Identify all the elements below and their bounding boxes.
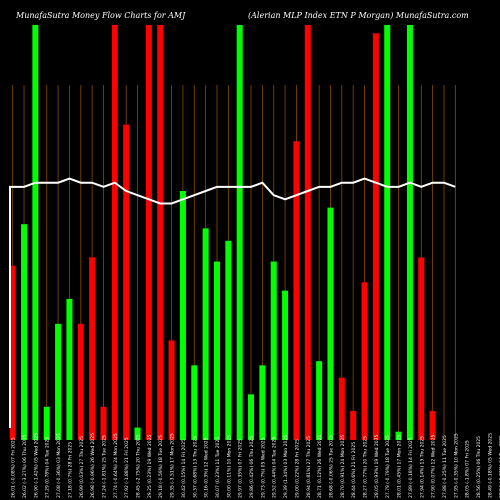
x-tick-label: 30.42 (0.15%) 14 Fri 2025 xyxy=(181,439,187,498)
x-tick-label: 27.79 (-0.79%) 18 Tue 2025 xyxy=(385,435,391,498)
x-tick-label: 28.44 (0.6%) 21 Fri 2025 xyxy=(351,442,357,498)
money-flow-bar xyxy=(225,240,232,440)
x-tick-label: 28.05 (-1.8%) 07 Fri 2025 xyxy=(465,440,471,498)
x-tick-label: 26.90 (-1.42%) 05 Wed 2025 xyxy=(33,433,39,498)
money-flow-bar xyxy=(316,361,323,440)
x-tick-label: 28.54 (-0.21%) 04 Tue 2025 xyxy=(499,435,500,498)
x-tick-label: 30.16 (0.3%) 12 Wed 2025 xyxy=(204,437,210,498)
money-flow-bar xyxy=(168,340,175,440)
money-flow-bar xyxy=(213,261,220,440)
x-tick-label: 28.71 (0.12%) 26 Wed 2025 xyxy=(317,434,323,498)
x-tick-label: 28.45 (-2.75%) 20 Thu 2025 xyxy=(136,434,142,498)
money-flow-bar xyxy=(236,25,243,440)
money-flow-bar xyxy=(429,410,436,440)
money-flow-bar xyxy=(21,224,28,440)
x-tick-label: 29.39 (1.34%) 03 Mon 2025 xyxy=(283,435,289,498)
x-tick-label: 27.92 (-1.88%) 21 Fri 2025 xyxy=(124,437,130,498)
money-flow-bar xyxy=(304,25,311,440)
money-flow-bar xyxy=(134,427,141,440)
chart-header-left: MunafaSutra Money Flow Charts for AMJ xyxy=(16,11,186,20)
money-flow-bar xyxy=(43,406,50,440)
x-tick-label: 29.18 (-0.59%) 18 Tue 2025 xyxy=(158,435,164,498)
money-flow-bar xyxy=(202,228,209,440)
x-tick-label: 30.07 (0.23%) 11 Tue 2025 xyxy=(215,437,221,498)
x-tick-label: 27.74 (-0.64%) 24 Mon 2025 xyxy=(113,433,119,498)
x-tick-label: 27.29 (0.78%) 04 Tue 2025 xyxy=(45,437,51,498)
x-tick-label: 28.70 (0.91%) 24 Mon 2025 xyxy=(340,435,346,498)
x-tick-label: 26.02 (-3.27%) 06 Thu 2025 xyxy=(22,434,28,498)
x-tick-label: 26.99 (0.03%) 27 Thu 2025 xyxy=(79,436,85,498)
money-flow-bar xyxy=(123,124,130,440)
money-flow-bar xyxy=(248,394,255,440)
money-flow-bar xyxy=(384,25,391,440)
x-tick-label: 27.90 (0.07%) 12 Wed 2025 xyxy=(431,434,437,498)
money-flow-bar xyxy=(350,410,357,440)
money-flow-line xyxy=(9,177,456,428)
x-tick-label: 29.52 (0.44%) 04 Tue 2025 xyxy=(272,437,278,498)
x-tick-label: 29.73 (0.7%) 05 Wed 2025 xyxy=(260,437,266,498)
x-tick-label: 27.24 (-1.81%) 25 Tue 2025 xyxy=(101,435,107,498)
x-tick-label: 29.97 (0.35%) 07 Fri 2025 xyxy=(238,439,244,498)
money-flow-bar xyxy=(9,265,16,440)
money-flow-bar xyxy=(145,25,152,440)
x-tick-label: 28.27 (0.77%) 20 Thu 2025 xyxy=(363,436,369,498)
x-tick-label: 28.56 (0.25%) 06 Thu 2025 xyxy=(476,436,482,498)
money-flow-bar xyxy=(395,431,402,440)
x-tick-label: 30.37 (0.68%) 13 Thu 2025 xyxy=(192,436,198,498)
money-flow-bar xyxy=(327,207,334,440)
money-flow-bar xyxy=(32,25,39,440)
money-flow-bar xyxy=(191,365,198,440)
x-tick-label: 26.01 (-0.08%) 07 Fri 2025 xyxy=(11,437,17,498)
money-flow-bar xyxy=(157,25,164,440)
x-tick-label: 28.01 (0.45%) 17 Mon 2025 xyxy=(397,435,403,498)
x-tick-label: 29.35 (-3.51%) 17 Mon 2025 xyxy=(170,433,176,498)
money-flow-bar xyxy=(259,365,266,440)
money-flow-bar xyxy=(89,257,96,440)
x-tick-label: 28.05 (0.93%) 19 Wed 2025 xyxy=(374,434,380,498)
x-tick-label: 29.00 (0.22%) 28 Fri 2025 xyxy=(294,439,300,498)
money-flow-bar xyxy=(270,261,277,440)
money-flow-bar xyxy=(406,25,413,440)
money-flow-bar xyxy=(179,191,186,440)
x-tick-label: 27.94 (0.14%) 13 Thu 2025 xyxy=(419,436,425,498)
money-flow-bar xyxy=(55,323,62,440)
x-tick-label: 30.00 (0.11%) 10 Mon 2025 xyxy=(226,435,232,498)
money-flow-bar xyxy=(372,33,379,441)
x-tick-label: 27.18 (0.7%) 28 Fri 2025 xyxy=(67,442,73,498)
money-flow-bar xyxy=(66,298,73,440)
money-flow-bar xyxy=(418,257,425,440)
money-flow-bar xyxy=(282,290,289,440)
x-tick-label: 27.08 (-0.36%) 03 Mon 2025 xyxy=(56,433,62,498)
x-tick-label: 27.95 (-0.35%) 10 Mon 2025 xyxy=(453,433,459,498)
money-flow-bar xyxy=(293,141,300,440)
x-tick-label: 27.88 (-0.25%) 11 Tue 2025 xyxy=(442,435,448,498)
money-flow-bar xyxy=(100,406,107,440)
x-tick-label: 28.49 (-0.18%) 05 Wed 2025 xyxy=(487,433,493,498)
x-tick-label: 29.86 (0.42%) 06 Thu 2025 xyxy=(249,436,255,498)
x-tick-label: 27.89 (-0.18%) 14 Fri 2025 xyxy=(408,437,414,498)
money-flow-bar xyxy=(338,377,345,440)
money-flow-bar xyxy=(361,282,368,440)
x-tick-label: 28.94 (0.81%) 27 Thu 2025 xyxy=(306,436,312,498)
money-flow-bar xyxy=(77,323,84,440)
x-tick-label: 26.98 (-0.96%) 26 Wed 2025 xyxy=(90,433,96,498)
money-flow-bar xyxy=(111,25,118,440)
chart-header-right: (Alerian MLP Index ETN P Morgan) MunafaS… xyxy=(248,11,469,20)
x-tick-label: 29.25 (0.23%) 19 Wed 2025 xyxy=(147,434,153,498)
x-tick-label: 28.68 (-0.06%) 25 Tue 2025 xyxy=(328,435,334,498)
